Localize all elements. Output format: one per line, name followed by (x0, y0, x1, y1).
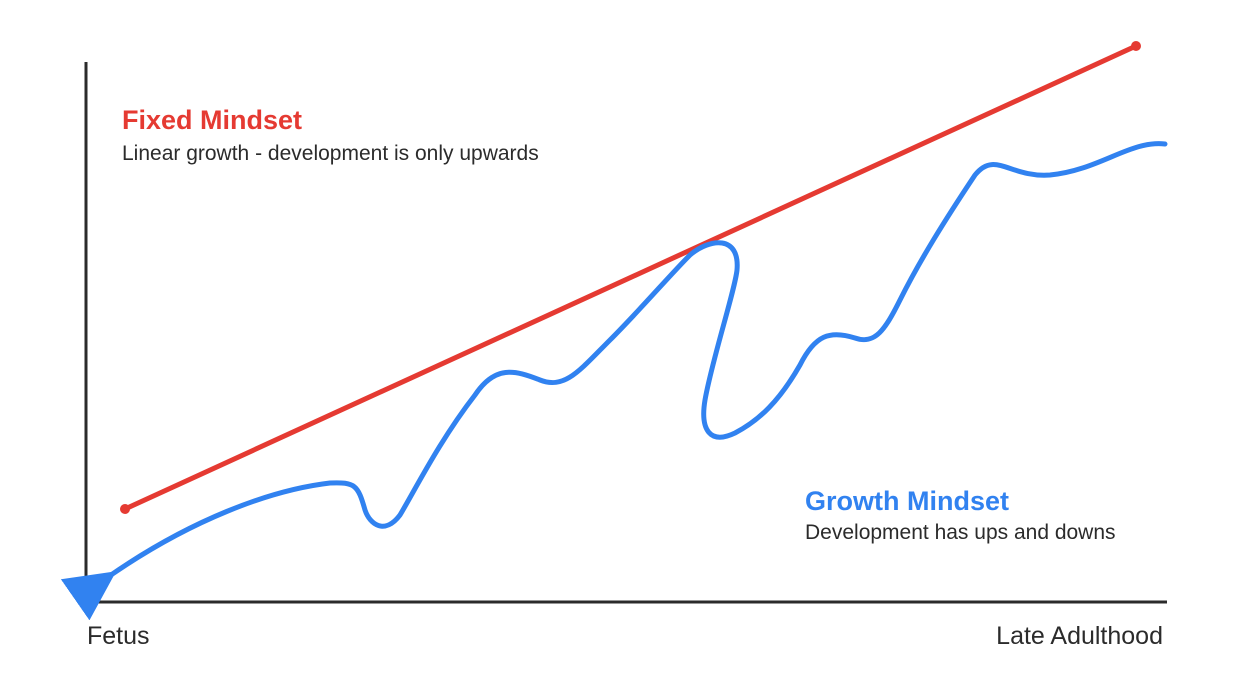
fixed-mindset-description: Linear growth - development is only upwa… (122, 142, 539, 165)
fixed-line-start-dot (120, 504, 130, 514)
fixed-mindset-line (122, 43, 1139, 512)
growth-mindset-title: Growth Mindset (805, 486, 1009, 516)
x-axis-end-label: Late Adulthood (996, 622, 1163, 650)
fixed-line-end-dot (1131, 41, 1141, 51)
growth-mindset-curve (60, 141, 1168, 621)
fixed-mindset-title: Fixed Mindset (122, 105, 303, 135)
growth-mindset-description: Development has ups and downs (805, 521, 1116, 544)
x-axis-start-label: Fetus (87, 622, 150, 650)
